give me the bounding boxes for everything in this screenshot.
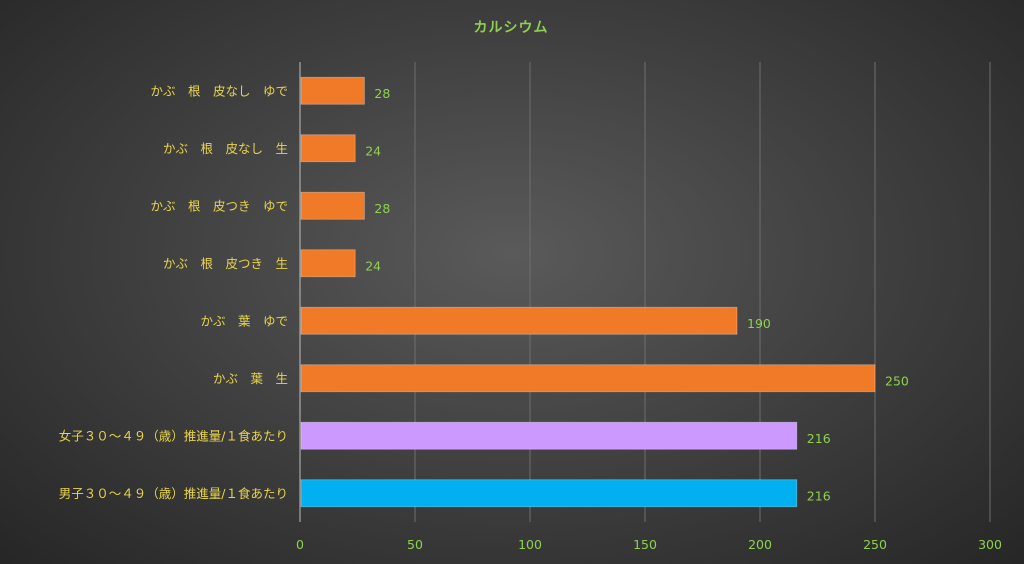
x-tick-label: 0 [296, 537, 304, 552]
x-tick-label: 100 [518, 537, 542, 552]
data-label: 28 [374, 201, 390, 216]
grid-lines [299, 62, 991, 522]
data-label: 24 [365, 258, 381, 273]
category-label: 男子３０～４９（歳）推進量/１食あたり [59, 486, 288, 501]
data-label: 190 [747, 316, 771, 331]
bars [300, 76, 876, 508]
category-label: かぶ 根 皮つき 生 [163, 256, 288, 271]
data-label: 216 [807, 488, 831, 503]
data-label: 28 [374, 86, 390, 101]
category-label: かぶ 葉 生 [213, 371, 288, 386]
bar [300, 134, 356, 163]
category-label: かぶ 葉 ゆで [200, 313, 288, 328]
bar [300, 249, 356, 278]
data-label: 24 [365, 143, 381, 158]
category-label: かぶ 根 皮つき ゆで [150, 198, 288, 213]
category-label: かぶ 根 皮なし 生 [163, 141, 288, 156]
x-tick-label: 300 [978, 537, 1002, 552]
bar [300, 191, 365, 220]
bar [300, 479, 798, 508]
data-label: 250 [885, 373, 909, 388]
category-label: 女子３０～４９（歳）推進量/１食あたり [59, 428, 288, 443]
bar [300, 421, 798, 450]
x-tick-label: 250 [863, 537, 887, 552]
value-labels: 28 24 28 24 190 250 216 216 [365, 86, 909, 504]
bar [300, 306, 738, 335]
bar [300, 364, 876, 393]
bar [300, 76, 365, 105]
x-axis-ticks: 0 50 100 150 200 250 300 [296, 537, 1002, 552]
x-tick-label: 200 [748, 537, 772, 552]
data-label: 216 [807, 431, 831, 446]
x-tick-label: 150 [633, 537, 657, 552]
x-tick-label: 50 [407, 537, 423, 552]
category-label: かぶ 根 皮なし ゆで [150, 83, 288, 98]
chart-title: カルシウム [474, 20, 549, 36]
